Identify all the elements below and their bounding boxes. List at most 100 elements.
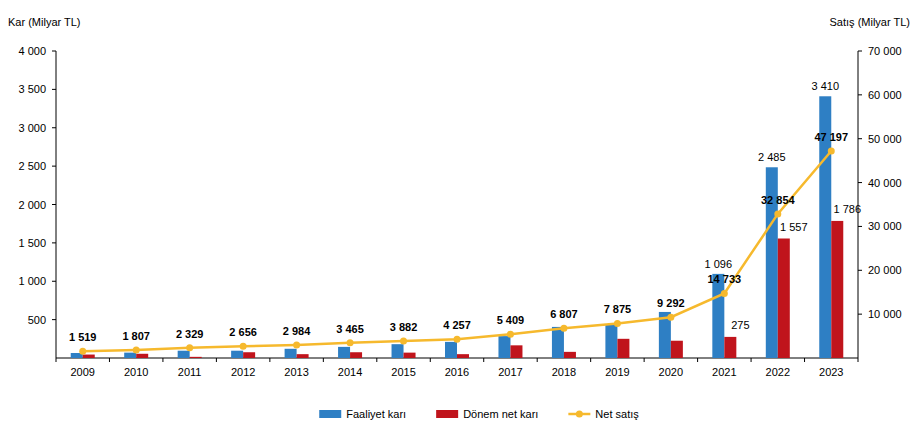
bar (564, 352, 576, 358)
y2-tick (858, 314, 862, 315)
bar (404, 353, 416, 358)
x-tick-label: 2010 (124, 366, 148, 378)
x-tick (697, 358, 698, 362)
line-marker (614, 320, 621, 327)
line-marker (293, 341, 300, 348)
data-label: 32 854 (761, 194, 796, 206)
bar (338, 347, 350, 358)
x-tick (644, 358, 645, 362)
bar (83, 355, 95, 358)
x-tick (751, 358, 752, 362)
y2-tick (858, 51, 862, 52)
y-tick (52, 89, 56, 90)
bar (445, 342, 457, 358)
data-label: 47 197 (814, 131, 848, 143)
data-label: 1 096 (705, 258, 733, 270)
y-tick-label: 3 000 (18, 122, 46, 134)
x-tick-label: 2023 (819, 366, 843, 378)
bar (350, 352, 362, 358)
data-label: 2 984 (283, 325, 311, 337)
y-tick (52, 242, 56, 243)
data-label: 2 656 (229, 326, 257, 338)
data-label: 2 485 (758, 151, 786, 163)
y-axis-title: Kar (Milyar TL) (8, 16, 81, 28)
x-tick-label: 2019 (605, 366, 629, 378)
data-label: 3 465 (336, 323, 364, 335)
data-label: 4 257 (443, 319, 471, 331)
x-tick-label: 2021 (712, 366, 736, 378)
bar (231, 351, 243, 358)
line-marker (347, 339, 354, 346)
data-label: 3 410 (812, 80, 840, 92)
bar (297, 354, 309, 358)
line-marker (828, 148, 835, 155)
y2-tick (858, 138, 862, 139)
data-label: 9 292 (657, 297, 685, 309)
line-marker (454, 336, 461, 343)
y2-tick-label: 50 000 (868, 133, 902, 145)
y2-tick-label: 20 000 (868, 264, 902, 276)
line-marker (400, 337, 407, 344)
y-tick (52, 51, 56, 52)
data-label: 1 557 (780, 221, 808, 233)
x-tick (376, 358, 377, 362)
data-labels: 1 0962 4853 4102751 5571 7861 5191 8072 … (69, 80, 861, 343)
y2-tick-label: 70 000 (868, 45, 902, 57)
data-label: 7 875 (604, 303, 632, 315)
y-tick-label: 1 500 (18, 237, 46, 249)
data-label: 2 329 (176, 328, 204, 340)
data-label: 5 409 (497, 314, 525, 326)
y-tick (52, 166, 56, 167)
legend-item: Faaliyet karı (319, 408, 406, 420)
x-tick (56, 358, 57, 362)
bar (136, 354, 148, 358)
bar (243, 352, 255, 358)
legend-label: Net satış (595, 408, 639, 420)
y-tick (52, 281, 56, 282)
y-tick-label: 4 000 (18, 45, 46, 57)
data-label: 1 807 (122, 330, 150, 342)
line-marker (507, 331, 514, 338)
x-tick-label: 2012 (231, 366, 255, 378)
bar (778, 239, 790, 358)
bar (498, 336, 510, 358)
line-marker (133, 347, 140, 354)
line-marker (79, 348, 86, 355)
y2-tick-label: 40 000 (868, 177, 902, 189)
x-tick (216, 358, 217, 362)
x-tick (537, 358, 538, 362)
bar (190, 357, 202, 358)
y-tick-label: 3 500 (18, 83, 46, 95)
plot-marks (71, 96, 844, 358)
x-tick (858, 358, 859, 362)
x-tick (162, 358, 163, 362)
legend-item: Dönem net karı (436, 408, 538, 420)
x-tick-label: 2009 (70, 366, 94, 378)
x-tick-label: 2014 (338, 366, 362, 378)
bar (671, 341, 683, 358)
legend-symbol (319, 410, 341, 418)
bar (617, 339, 629, 358)
y2-tick-label: 60 000 (868, 89, 902, 101)
data-label: 1 786 (834, 203, 862, 215)
y-tick-label: 1 000 (18, 275, 46, 287)
y2-tick (858, 182, 862, 183)
y2-tick-label: 30 000 (868, 220, 902, 232)
x-tick (483, 358, 484, 362)
x-tick (323, 358, 324, 362)
legend-label: Dönem net karı (463, 408, 538, 420)
x-tick-label: 2016 (445, 366, 469, 378)
y2-tick (858, 226, 862, 227)
x-tick-label: 2022 (766, 366, 790, 378)
y2-axis-title: Satış (Milyar TL) (830, 16, 910, 28)
bar (831, 221, 843, 358)
data-label: 275 (731, 319, 749, 331)
bar (392, 344, 404, 358)
y-tick-label: 2 000 (18, 199, 46, 211)
x-tick-label: 2013 (284, 366, 308, 378)
bar (724, 337, 736, 358)
line-marker (667, 314, 674, 321)
x-tick-label: 2015 (391, 366, 415, 378)
legend-item: Net satış (568, 408, 639, 420)
line-marker (560, 325, 567, 332)
